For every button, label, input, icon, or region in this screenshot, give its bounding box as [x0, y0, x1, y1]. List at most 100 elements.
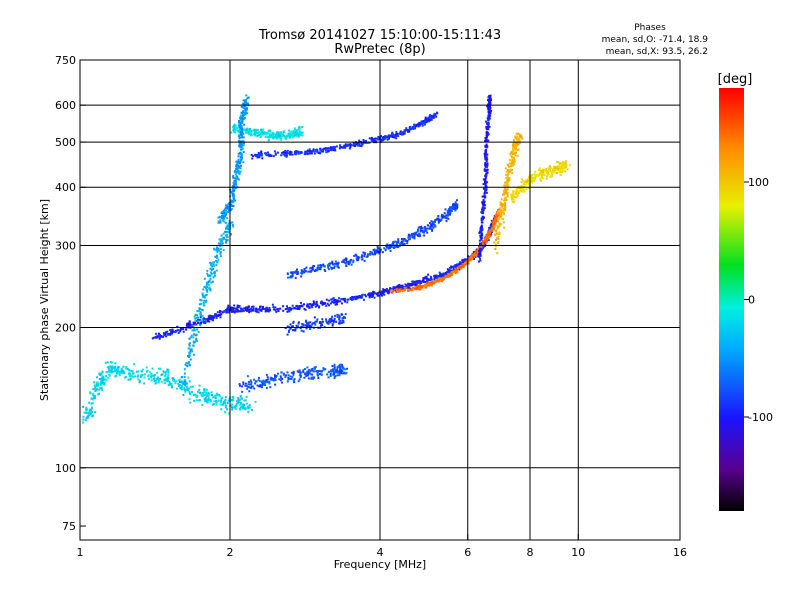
- scatter-point: [326, 373, 329, 376]
- scatter-point: [273, 150, 276, 153]
- scatter-point: [308, 324, 311, 327]
- scatter-point: [160, 335, 163, 337]
- scatter-point: [385, 246, 388, 249]
- scatter-point: [188, 392, 191, 395]
- scatter-point: [245, 94, 248, 97]
- y-tick-label: 200: [55, 322, 76, 335]
- scatter-point: [294, 327, 297, 330]
- scatter-point: [408, 237, 411, 240]
- scatter-point: [371, 295, 373, 298]
- scatter-point: [136, 375, 139, 378]
- scatter-point: [278, 307, 281, 310]
- scatter-point: [398, 286, 401, 289]
- scatter-point: [90, 402, 93, 405]
- scatter-point: [236, 306, 239, 309]
- scatter-point: [378, 252, 381, 255]
- scatter-point: [362, 141, 365, 144]
- scatter-point: [311, 322, 314, 325]
- scatter-point: [381, 294, 383, 297]
- scatter-point: [432, 116, 435, 119]
- scatter-point: [341, 260, 344, 263]
- scatter-point: [322, 150, 325, 153]
- scatter-point: [377, 292, 380, 295]
- scatter-point: [426, 120, 429, 123]
- scatter-point: [369, 250, 372, 253]
- scatter-point: [547, 173, 550, 176]
- scatter-point: [342, 260, 345, 263]
- scatter-point: [517, 192, 520, 195]
- scatter-point: [432, 223, 435, 226]
- scatter-point: [219, 252, 222, 255]
- scatter-point: [415, 286, 418, 289]
- scatter-point: [248, 406, 251, 409]
- scatter-point: [327, 370, 330, 373]
- scatter-point: [448, 213, 451, 216]
- scatter-point: [510, 150, 513, 153]
- scatter-point: [90, 408, 93, 411]
- scatter-point: [437, 277, 440, 280]
- scatter-point: [485, 156, 488, 159]
- scatter-point: [426, 284, 429, 287]
- scatter-point: [99, 383, 102, 386]
- scatter-point: [506, 178, 509, 181]
- scatter-point: [82, 405, 85, 408]
- scatter-point: [257, 151, 260, 154]
- scatter-point: [192, 394, 195, 396]
- scatter-point: [395, 288, 398, 291]
- scatter-point: [562, 161, 565, 164]
- scatter-point: [247, 383, 250, 386]
- scatter-point: [246, 375, 249, 378]
- scatter-point: [282, 373, 285, 376]
- scatter-point: [318, 305, 321, 308]
- scatter-point: [407, 130, 409, 133]
- scatter-point: [325, 298, 328, 301]
- scatter-point: [256, 384, 259, 387]
- scatter-point: [512, 143, 515, 146]
- scatter-point: [383, 293, 386, 296]
- x-tick-label: 8: [527, 546, 534, 559]
- scatter-point: [542, 169, 545, 172]
- scatter-point: [541, 173, 544, 176]
- scatter-point: [400, 238, 403, 240]
- scatter-point: [485, 241, 488, 243]
- scatter-point: [384, 249, 387, 252]
- scatter-point: [319, 321, 321, 323]
- scatter-point: [241, 406, 244, 409]
- scatter-point: [497, 235, 500, 238]
- scatter-point: [530, 175, 533, 178]
- scatter-point: [405, 127, 408, 130]
- scatter-point: [264, 310, 267, 313]
- scatter-point: [441, 280, 444, 283]
- scatter-point: [296, 270, 299, 273]
- scatter-point: [407, 284, 410, 287]
- scatter-point: [309, 369, 312, 372]
- scatter-point: [260, 151, 263, 154]
- scatter-point: [443, 212, 446, 215]
- scatter-point: [289, 308, 292, 311]
- scatter-point: [294, 307, 297, 310]
- scatter-point: [454, 203, 456, 206]
- scatter-point: [512, 190, 515, 193]
- scatter-point: [297, 150, 300, 153]
- scatter-point: [232, 194, 234, 197]
- scatter-point: [376, 293, 378, 296]
- scatter-point: [527, 180, 530, 183]
- scatter-point: [542, 168, 545, 171]
- scatter-point: [534, 174, 537, 177]
- phase-heading: Phases: [634, 23, 666, 33]
- scatter-point: [219, 242, 222, 245]
- scatter-point: [242, 112, 245, 115]
- scatter-point: [314, 323, 317, 326]
- scatter-point: [393, 136, 396, 139]
- scatter-point: [238, 305, 241, 308]
- x-tick-label: 10: [571, 546, 585, 559]
- scatter-point: [305, 266, 308, 269]
- scatter-point: [349, 146, 352, 148]
- scatter-point: [460, 263, 462, 266]
- scatter-point: [238, 166, 241, 169]
- scatter-point: [512, 156, 515, 159]
- scatter-point: [433, 276, 436, 279]
- scatter-point: [519, 188, 522, 191]
- scatter-point: [261, 130, 264, 133]
- scatter-point: [428, 118, 431, 121]
